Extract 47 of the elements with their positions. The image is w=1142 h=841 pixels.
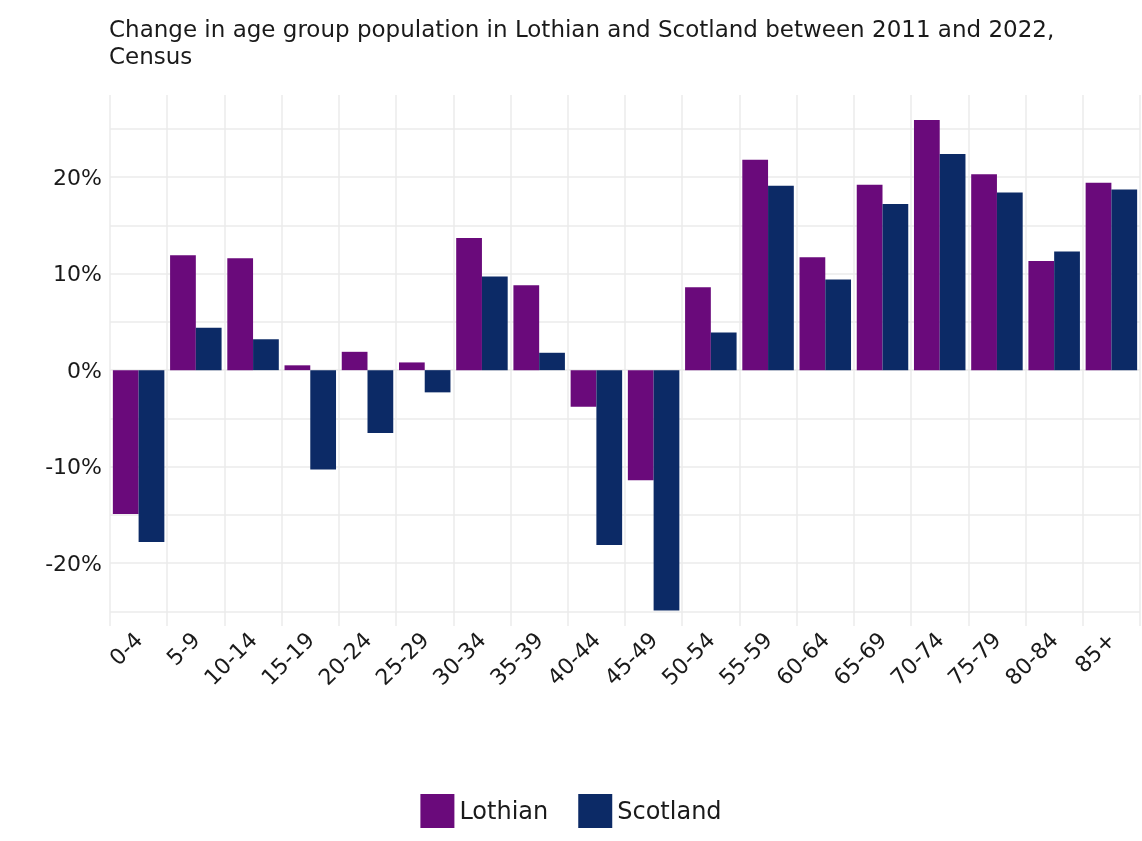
bar	[398, 362, 425, 371]
bar	[856, 184, 883, 371]
chart-title: Change in age group population in Lothian and Scotland between 2011 and 2022, Census	[109, 15, 1062, 69]
bar	[825, 279, 852, 371]
x-tick-label: 5-9	[161, 627, 205, 671]
y-tick-label: 10%	[53, 261, 102, 287]
bar	[310, 370, 337, 470]
bar	[653, 370, 680, 611]
x-tick-label: 0-4	[104, 627, 148, 671]
bar	[195, 327, 222, 371]
bar	[996, 192, 1023, 371]
bar	[367, 370, 394, 433]
bar	[513, 285, 540, 371]
bar	[1085, 182, 1112, 371]
bar	[913, 120, 940, 371]
bar	[341, 351, 368, 371]
bar	[1028, 261, 1055, 371]
bar	[539, 352, 565, 371]
bar	[710, 332, 737, 371]
bar	[424, 370, 451, 393]
bar	[627, 370, 654, 481]
legend-label: Lothian	[459, 797, 549, 825]
bar	[227, 258, 254, 371]
bar	[742, 159, 769, 371]
legend-label: Scotland	[617, 797, 722, 825]
bar	[685, 287, 711, 371]
bar	[170, 255, 196, 371]
bar	[138, 370, 165, 543]
x-tick-label: 85+	[1069, 627, 1121, 678]
bar	[939, 153, 966, 371]
bar	[456, 237, 482, 371]
y-tick-label: -10%	[45, 454, 102, 480]
bar	[882, 204, 909, 371]
bar	[768, 185, 794, 371]
bar	[284, 365, 311, 371]
bar	[799, 257, 826, 371]
bar	[570, 370, 597, 407]
bar	[596, 370, 623, 545]
y-tick-label: 20%	[53, 164, 102, 190]
bar	[253, 339, 279, 371]
bar	[112, 370, 139, 515]
bar	[971, 174, 997, 371]
bar	[1054, 251, 1080, 371]
y-tick-label: 0%	[67, 357, 102, 383]
bar	[1111, 189, 1138, 371]
bar	[481, 276, 508, 371]
y-tick-label: -20%	[45, 550, 102, 576]
